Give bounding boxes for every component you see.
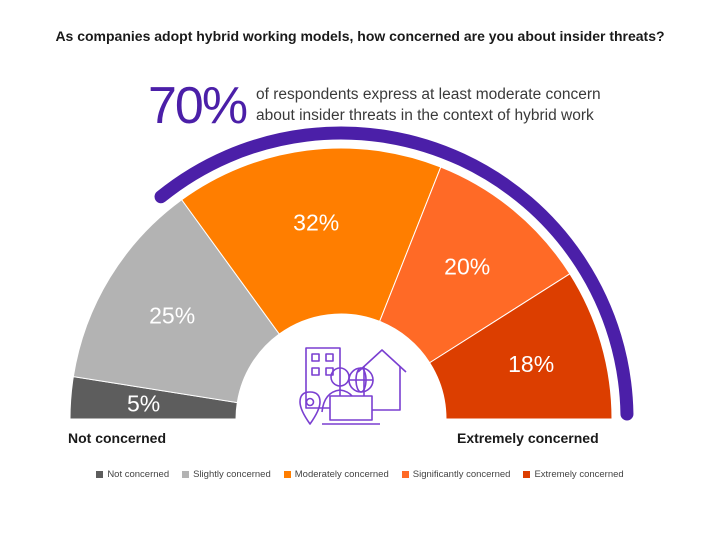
legend-swatch: [182, 471, 190, 478]
highlight-callout: of respondents express at least moderate…: [256, 84, 676, 126]
concern-accent-arc: [154, 126, 634, 421]
legend-item-significantly-concerned: Significantly concerned: [401, 469, 511, 480]
slice-significantly-concerned: [379, 166, 571, 364]
highlight-percentage: 70%: [148, 77, 248, 135]
legend-swatch: [401, 471, 409, 478]
callout-line-1: of respondents express at least moderate…: [256, 86, 601, 103]
slice-label-significantly-concerned: 20%: [444, 253, 490, 279]
legend-label: Significantly concerned: [412, 469, 511, 480]
legend-label: Moderately concerned: [294, 469, 389, 480]
legend-item-extremely-concerned: Extremely concerned: [523, 469, 624, 480]
legend-swatch: [523, 471, 531, 478]
callout-line-2: about insider threats in the context of …: [256, 107, 594, 124]
legend-label: Extremely concerned: [534, 469, 624, 480]
slice-label-slightly-concerned: 25%: [149, 303, 195, 329]
slice-extremely-concerned: [428, 273, 613, 420]
legend-swatch: [96, 471, 104, 478]
legend-label: Not concerned: [107, 469, 170, 480]
legend-swatch: [283, 471, 291, 478]
chart-title: As companies adopt hybrid working models…: [55, 28, 665, 44]
chart-slice-labels: 5% 25% 32% 20% 18%: [127, 210, 554, 417]
legend-item-slightly-concerned: Slightly concerned: [182, 469, 271, 480]
slice-label-extremely-concerned: 18%: [508, 351, 554, 377]
legend-item-moderately-concerned: Moderately concerned: [283, 469, 389, 480]
axis-label-not-concerned: Not concerned: [68, 430, 167, 446]
slice-label-moderately-concerned: 32%: [293, 210, 339, 236]
chart-legend: Not concerned Slightly concerned Moderatel…: [0, 469, 720, 480]
chart-slices: [69, 147, 613, 420]
slice-moderately-concerned: [181, 147, 442, 335]
axis-label-extremely-concerned: Extremely concerned: [457, 430, 599, 446]
slice-slightly-concerned: [72, 199, 280, 404]
hybrid-worker-icon: [299, 347, 407, 425]
legend-label: Slightly concerned: [193, 469, 271, 480]
slice-label-not-concerned: 5%: [127, 390, 160, 416]
legend-item-not-concerned: Not concerned: [96, 469, 169, 480]
